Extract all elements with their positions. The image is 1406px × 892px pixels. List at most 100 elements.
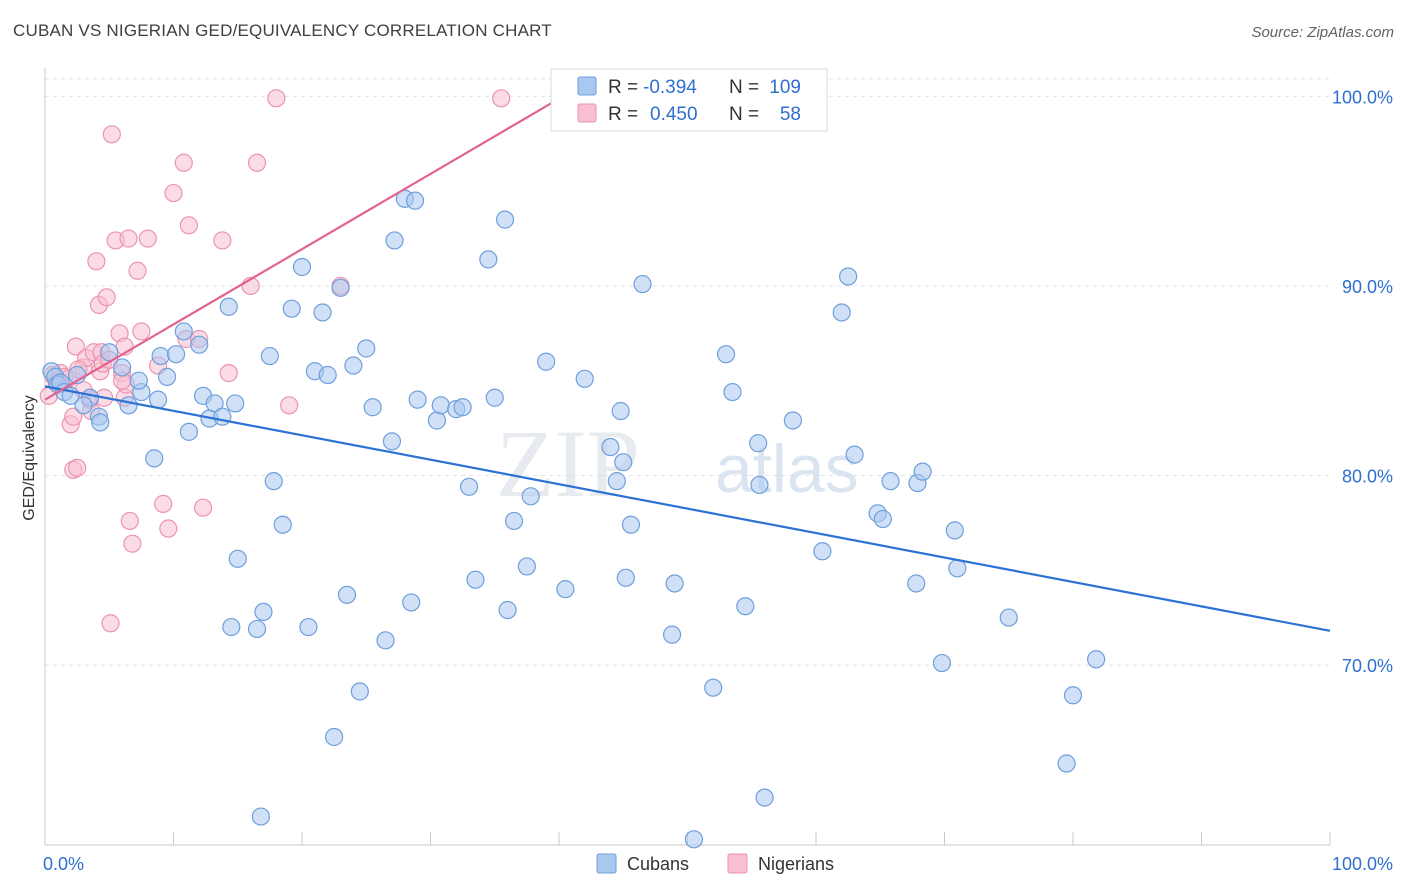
- trendlines: [44, 95, 1331, 632]
- cuban-point-104: [466, 570, 485, 589]
- cuban-point-17: [166, 345, 186, 364]
- nigerian-point-49: [247, 153, 267, 172]
- nigerian-point-40: [164, 183, 183, 203]
- cuban-point-87: [948, 559, 967, 578]
- nigerian-point-31: [119, 229, 138, 248]
- nigerian-point-43: [179, 216, 199, 235]
- nigerians-trendline: [44, 95, 564, 401]
- cuban-point-90: [1063, 686, 1083, 705]
- cuban-point-48: [459, 477, 479, 496]
- nigerian-point-53: [492, 89, 511, 108]
- cuban-point-70: [736, 597, 755, 616]
- bottom-legend: Cubans Nigerians: [596, 853, 834, 874]
- cuban-point-100: [402, 593, 421, 612]
- cuban-point-69: [723, 382, 742, 402]
- cuban-point-34: [318, 365, 337, 385]
- cuban-point-27: [260, 346, 279, 366]
- nigerian-point-46: [213, 231, 232, 250]
- cuban-point-12: [129, 371, 148, 390]
- y-tick-label-80: 80.0%: [1342, 466, 1393, 486]
- stats-nigerians-r-value: 0.450: [650, 104, 698, 125]
- nigerian-point-6: [64, 407, 83, 426]
- cuban-point-86: [945, 521, 964, 540]
- cuban-point-82: [907, 574, 926, 593]
- stats-cubans-r-label: R =: [608, 77, 638, 98]
- stats-cubans-n-label: N =: [729, 77, 759, 98]
- stats-nigerians-n-value: 58: [780, 104, 801, 125]
- cuban-point-75: [813, 542, 832, 561]
- cuban-point-35: [331, 278, 350, 297]
- cuban-points: [42, 189, 1106, 849]
- cuban-point-85: [932, 653, 952, 673]
- cuban-point-25: [226, 394, 245, 413]
- cuban-point-93: [222, 617, 241, 637]
- cuban-point-33: [313, 303, 332, 322]
- x-axis-ticks: [173, 832, 1331, 845]
- cuban-point-63: [633, 274, 652, 294]
- nigerian-point-45: [193, 498, 213, 517]
- cuban-point-37: [357, 339, 376, 358]
- cuban-point-14: [151, 346, 170, 366]
- cuban-point-76: [832, 303, 851, 322]
- cuban-point-21: [179, 422, 199, 441]
- cuban-point-58: [607, 472, 626, 491]
- cuban-point-102: [498, 600, 517, 620]
- cuban-point-30: [282, 299, 301, 318]
- watermark: ZIP atlas: [496, 410, 859, 517]
- cuban-point-42: [405, 191, 425, 210]
- nigerian-point-32: [120, 511, 139, 531]
- legend-cubans-swatch: [596, 853, 617, 874]
- cuban-point-56: [575, 369, 594, 388]
- nigerian-point-21: [97, 288, 116, 307]
- cuban-point-77: [839, 267, 858, 286]
- cuban-point-99: [376, 631, 395, 650]
- cuban-point-29: [273, 515, 292, 534]
- stats-cubans-swatch: [577, 76, 597, 96]
- nigerian-point-23: [101, 614, 120, 633]
- nigerian-point-34: [128, 261, 147, 280]
- nigerian-point-36: [138, 229, 157, 248]
- cuban-point-62: [621, 515, 641, 534]
- cuban-point-67: [704, 678, 723, 697]
- axes: [44, 68, 1330, 846]
- cuban-point-96: [299, 617, 318, 637]
- legend-cubans-label: Cubans: [627, 854, 689, 874]
- chart-title: CUBAN VS NIGERIAN GED/EQUIVALENCY CORREL…: [13, 21, 552, 40]
- cuban-point-64: [662, 625, 682, 644]
- cuban-point-52: [504, 511, 524, 531]
- cuban-point-26: [219, 297, 238, 316]
- cubans-trendline: [44, 385, 1331, 632]
- cuban-point-36: [344, 356, 363, 375]
- cuban-point-50: [485, 388, 504, 407]
- cuban-point-68: [716, 345, 736, 364]
- stats-cubans-r-value: -0.394: [643, 77, 697, 98]
- stats-legend-box: [550, 68, 828, 132]
- cuban-point-101: [325, 727, 344, 747]
- y-axis-title: GED/Equivalency: [21, 395, 38, 520]
- y-tick-label-100: 100.0%: [1332, 87, 1393, 107]
- nigerian-point-39: [159, 519, 178, 538]
- cuban-point-54: [521, 487, 540, 506]
- cuban-point-105: [537, 352, 556, 371]
- cuban-point-57: [601, 437, 620, 457]
- cuban-point-40: [385, 231, 404, 250]
- cuban-point-16: [145, 449, 164, 468]
- nigerian-point-41: [174, 153, 193, 172]
- cuban-point-45: [431, 396, 450, 415]
- cuban-point-18: [174, 322, 193, 341]
- cuban-point-28: [264, 472, 283, 491]
- cuban-point-10: [119, 396, 138, 415]
- cuban-point-55: [556, 580, 575, 599]
- cuban-point-19: [190, 335, 209, 354]
- nigerian-point-47: [219, 364, 238, 383]
- stats-cubans-n-value: 109: [769, 77, 801, 98]
- cuban-point-43: [408, 390, 427, 409]
- stats-nigerians-swatch: [577, 103, 597, 123]
- cuban-point-51: [495, 210, 515, 229]
- cuban-point-103: [251, 807, 270, 826]
- cuban-point-24: [213, 407, 232, 426]
- cuban-point-7: [74, 396, 93, 415]
- cuban-point-74: [783, 411, 802, 430]
- cuban-point-47: [453, 398, 472, 417]
